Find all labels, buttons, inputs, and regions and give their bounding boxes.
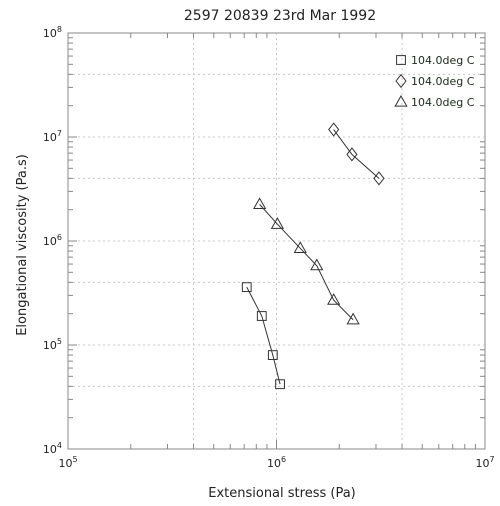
series-line-diamond: [333, 129, 380, 179]
data-point-square: [256, 311, 267, 321]
data-point-triangle: [346, 312, 360, 325]
x-tick-label: 106: [267, 455, 286, 470]
legend-label: 104.0deg C: [411, 96, 475, 109]
data-point-diamond: [346, 147, 358, 162]
y-tick-label: 106: [43, 233, 62, 248]
y-tick-label: 105: [43, 337, 62, 352]
data-point-triangle: [293, 241, 307, 253]
legend-marker-square: [396, 55, 406, 65]
data-point-square: [267, 350, 278, 360]
series-line-triangle: [259, 204, 354, 321]
legend-marker-triangle: [394, 94, 408, 107]
legend: 104.0deg C 104.0deg C 104.0deg C: [394, 54, 475, 109]
data-point-diamond: [328, 122, 340, 137]
legend-label: 104.0deg C: [411, 54, 475, 67]
y-axis-label: Elongational viscosity (Pa.s): [15, 154, 30, 336]
legend-label: 104.0deg C: [411, 75, 475, 88]
x-tick-label: 105: [58, 455, 77, 470]
y-tick-label: 108: [43, 25, 62, 40]
y-tick-label: 104: [43, 441, 62, 456]
data-point-square: [241, 282, 252, 293]
data-point-triangle: [270, 217, 285, 229]
x-tick-label: 107: [475, 455, 494, 470]
legend-marker-diamond: [395, 73, 407, 89]
data-point-diamond: [373, 171, 385, 186]
data-point-triangle: [310, 258, 324, 271]
series-line-square: [246, 286, 281, 385]
x-axis-label: Extensional stress (Pa): [208, 486, 356, 501]
data-point-square: [275, 379, 285, 390]
chart-title: 2597 20839 23rd Mar 1992: [184, 8, 376, 24]
y-tick-label: 107: [43, 129, 62, 144]
data-point-triangle: [252, 197, 267, 209]
data-point-triangle: [327, 293, 341, 305]
